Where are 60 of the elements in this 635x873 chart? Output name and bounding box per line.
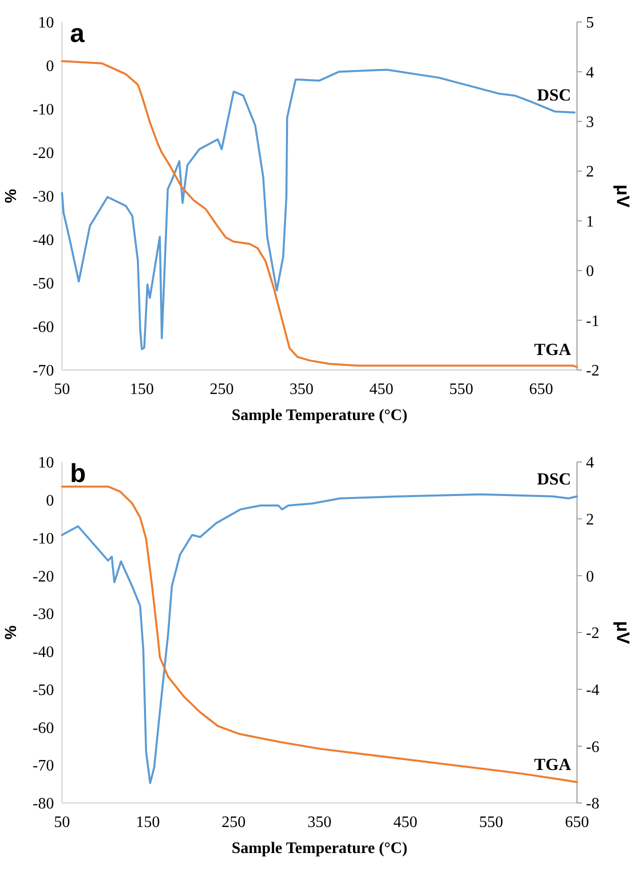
x-tick-label: 550 [479,814,504,831]
x-tick-label: 550 [449,381,474,398]
y2-tick-label: 2 [586,164,594,181]
y-tick-label: -30 [32,606,54,624]
y-tick-label: -10 [32,102,54,119]
series-label: DSC [536,469,571,488]
x-tick-label: 150 [136,814,160,831]
y2-tick-label: 3 [586,114,594,132]
y-tick-label: 10 [38,454,54,472]
y-tick-label: -40 [32,644,54,662]
y2-tick-label: -2 [586,362,600,380]
x-tick-label: 450 [393,814,418,831]
annotation: a [70,18,85,48]
x-tick-label: 350 [290,381,314,398]
x-tick-label: 50 [54,381,70,398]
y-tick-label: 0 [46,492,54,510]
y-tick-label: -50 [32,276,54,293]
annotation: b [70,458,86,488]
y2-tick-label: 2 [586,511,594,528]
x-tick-label: 350 [308,814,332,831]
y2-tick-label: -2 [586,625,600,642]
y2-tick-label: 4 [586,454,594,472]
y-tick-label: -20 [32,145,54,162]
series-label: TGA [534,340,572,359]
y2-tick-label: 0 [586,568,594,586]
x-tick-label: 250 [222,814,246,831]
x-tick-label: 450 [369,381,394,398]
y2-tick-label: 1 [586,213,594,230]
y-tick-label: -60 [32,319,54,336]
y-axis-title: % [3,188,20,204]
y-tick-label: -60 [32,720,54,737]
y-tick-label: 0 [46,58,54,76]
y-tick-label: -40 [32,232,54,250]
series-label: TGA [534,755,572,774]
y-tick-label: -50 [32,682,54,699]
y-tick-label: -10 [32,530,54,548]
y2-tick-label: 5 [586,14,594,32]
y-tick-label: -20 [32,568,54,586]
x-axis-title: Sample Temperature (°C) [232,407,408,424]
y2-tick-label: -4 [586,682,600,699]
y2-tick-label: 4 [586,64,594,82]
y-tick-label: -70 [32,362,54,380]
x-tick-label: 250 [210,381,234,398]
y-tick-label: -80 [32,796,54,813]
y2-tick-label: -1 [586,312,600,330]
x-tick-label: 650 [529,381,554,398]
x-tick-label: 50 [54,814,70,831]
y2-tick-label: -8 [586,796,600,813]
y-tick-label: -30 [32,188,54,206]
y2-tick-label: 0 [586,263,594,280]
y2-axis-title: μV [613,184,633,208]
x-axis-title: Sample Temperature (°C) [232,840,408,857]
y-axis-title: % [3,625,20,640]
x-tick-label: 150 [130,381,154,398]
series-label: DSC [536,85,571,104]
y2-axis-title: μV [613,620,633,644]
y-tick-label: 10 [38,14,54,32]
y-tick-label: -70 [32,758,54,775]
y2-tick-label: -6 [586,738,600,756]
x-tick-label: 650 [565,814,589,831]
